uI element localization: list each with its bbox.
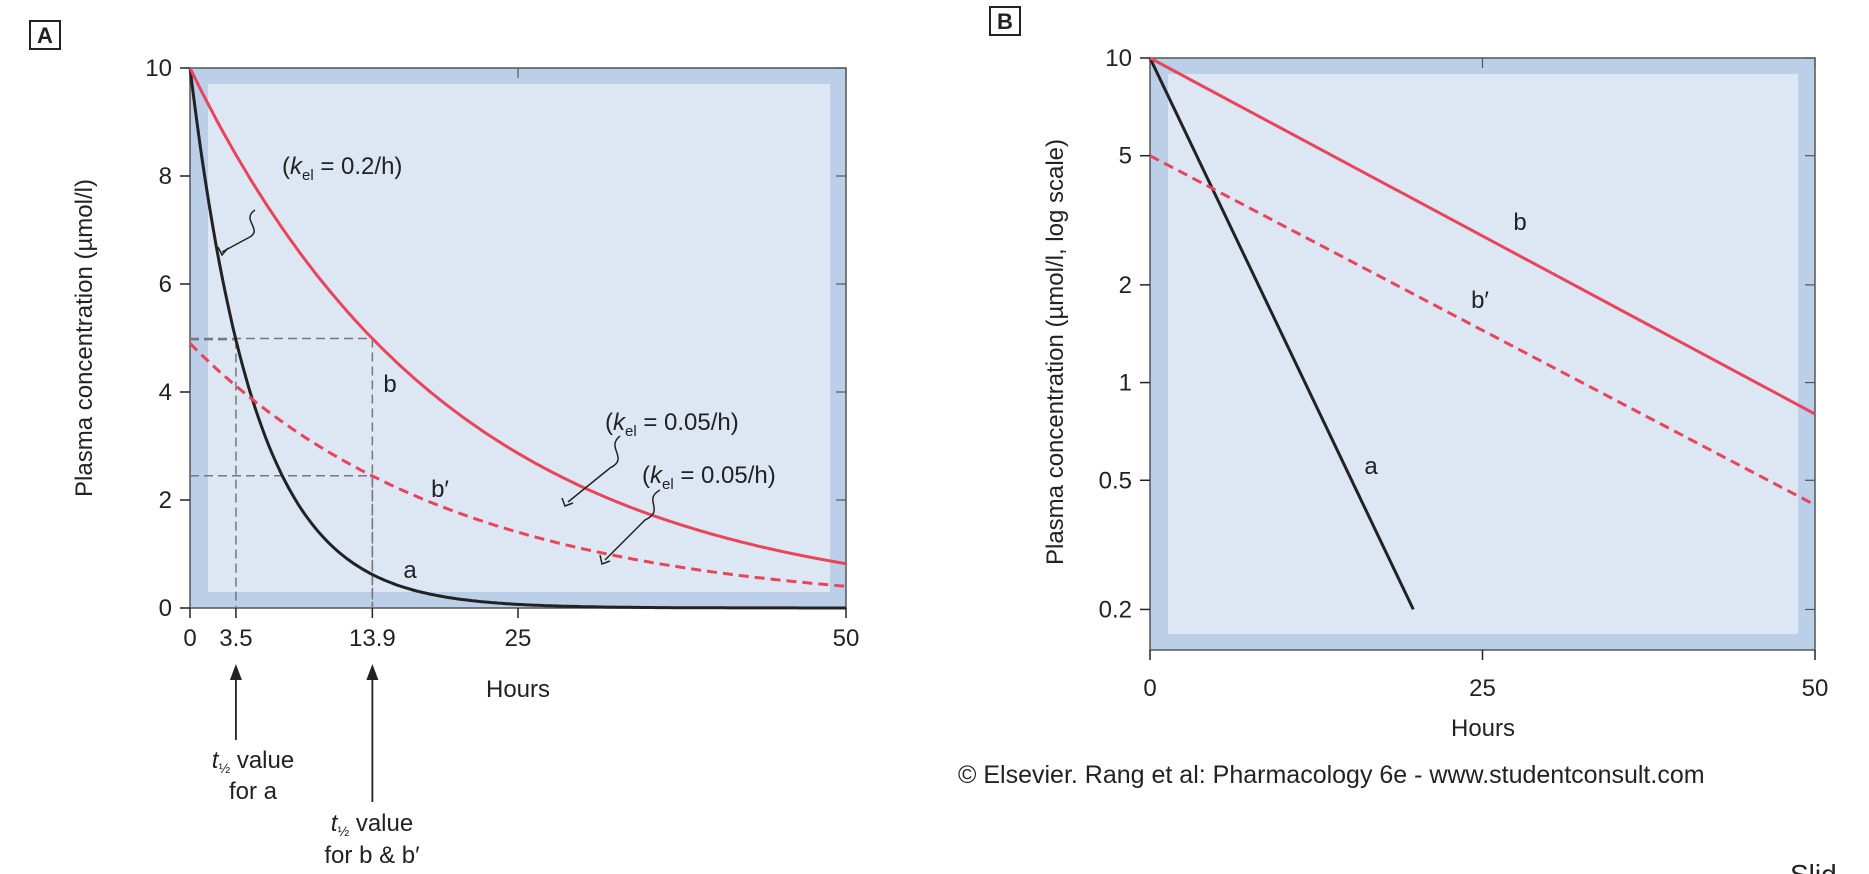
series-line-b: [188, 67, 847, 566]
half-life-label-b-line2: for b & b′: [324, 842, 420, 869]
half-life-arrows: [229, 664, 379, 802]
leader-line-kel-b-prime: [604, 489, 661, 561]
series-line-a: [1148, 57, 1415, 611]
leader-arrow-kel-b: [561, 497, 574, 507]
y-tick-label: 0.2: [1099, 596, 1132, 623]
leader-line-kel-a: [221, 209, 256, 253]
panel-a-ticks: 0 2 4 6 8 10 0 3.5 13.9 25 50: [145, 55, 859, 652]
x-tick-label: 50: [1802, 675, 1829, 702]
series-label-a-panel-b: a: [1364, 453, 1378, 480]
y-tick-label: 10: [145, 55, 172, 82]
y-tick-label: 0: [159, 595, 172, 622]
y-tick-label: 8: [159, 163, 172, 190]
panel-a-label: A: [37, 23, 53, 48]
panel-a-plot-area: [208, 84, 830, 592]
panel-b-plot-area: [1168, 74, 1798, 634]
copyright-text: © Elsevier. Rang et al: Pharmacology 6e …: [958, 761, 1705, 789]
panel-b-y-axis-label: Plasma concentration (µmol/l, log scale): [1042, 139, 1069, 565]
series-label-b-prime-panel-a: b′: [431, 476, 449, 503]
leader-line-kel-b: [567, 435, 621, 503]
panel-a: A 0 2 4 6 8 10 0 3.5 13.9 25 50 Plasma concentrati…: [29, 20, 859, 869]
x-tick-label: 25: [505, 625, 532, 652]
y-tick-label: 1: [1119, 370, 1132, 397]
kel-annotation-b-prime: (kel = 0.05/h): [642, 462, 776, 493]
corner-text: Slid: [1790, 859, 1837, 874]
half-life-label-a-line2: for a: [229, 778, 278, 805]
y-tick-label: 4: [159, 379, 172, 406]
half-life-label-b-line1: t½ value: [331, 810, 413, 839]
leader-arrow-kel-b-prime: [599, 554, 611, 566]
panel-b-label-box: [989, 6, 1021, 36]
half-life-label-a-line1: t½ value: [212, 747, 294, 776]
y-tick-label: 6: [159, 271, 172, 298]
x-tick-label: 3.5: [219, 625, 252, 652]
series-label-a-panel-a: a: [403, 557, 417, 584]
y-tick-label: 0.5: [1099, 467, 1132, 494]
panel-a-y-axis-label: Plasma concentration (µmol/l): [71, 179, 98, 497]
panel-b-series: [1148, 56, 1816, 611]
panel-a-series: [188, 67, 847, 610]
y-tick-label: 5: [1119, 143, 1132, 170]
x-tick-label: 50: [833, 625, 860, 652]
half-life-arrow-head: [229, 664, 242, 680]
x-tick-label: 13.9: [349, 625, 396, 652]
kel-annotation-b: (kel = 0.05/h): [605, 409, 739, 440]
x-tick-label: 0: [183, 625, 196, 652]
y-tick-label: 2: [1119, 272, 1132, 299]
series-label-b-prime-panel-b: b′: [1471, 287, 1489, 314]
series-line-a: [188, 67, 846, 610]
series-line-b: [1149, 56, 1816, 416]
half-life-arrow-head: [366, 664, 379, 680]
panel-a-label-box: [29, 20, 61, 50]
series-label-a-panel-a: b: [383, 371, 396, 398]
panel-a-x-axis-label: Hours: [486, 676, 550, 703]
kel-annotation-a: (kel = 0.2/h): [282, 153, 402, 184]
y-tick-label: 2: [159, 487, 172, 514]
series-label-b-panel-b: b: [1513, 209, 1526, 236]
series-line-b-prime: [1149, 154, 1816, 507]
panel-b-x-axis-label: Hours: [1451, 715, 1515, 742]
y-tick-label: 10: [1105, 45, 1132, 72]
leader-arrow-kel-a: [217, 246, 229, 257]
x-tick-label: 0: [1143, 675, 1156, 702]
x-tick-label: 25: [1469, 675, 1496, 702]
panel-b-label: B: [997, 9, 1013, 34]
